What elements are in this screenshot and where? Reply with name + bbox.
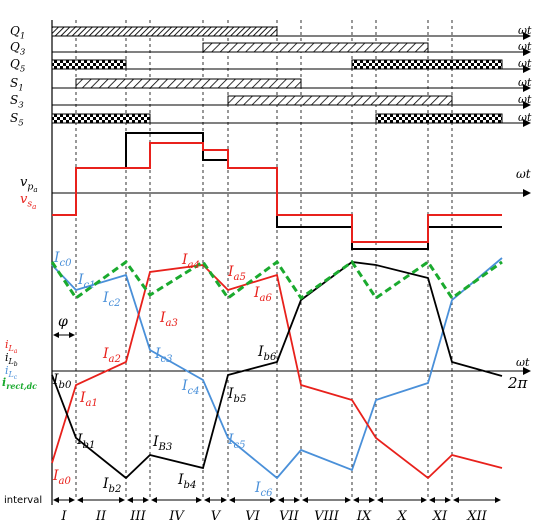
point-label-c2: Ic2	[102, 290, 121, 309]
vp-label: vpa	[20, 175, 38, 194]
point-label-a3: Ia3	[159, 310, 178, 329]
switch-label: Q1	[10, 24, 25, 41]
iLc-label: iLc	[5, 364, 18, 381]
point-label-c5: Ic5	[227, 432, 246, 451]
point-label-c0: Ic0	[53, 250, 72, 269]
point-label-c1: Ic1	[77, 272, 96, 291]
point-label-a1: Ia1	[79, 390, 98, 409]
interval-roman-8: VIII	[314, 509, 340, 524]
omega-t-label: ωt	[518, 40, 532, 53]
switch-label: Q3	[10, 40, 26, 57]
two-pi-label: 2π	[507, 374, 529, 392]
iLc-waveform	[51, 257, 503, 480]
point-label-B3: IB3	[152, 434, 172, 453]
interval-roman-4: IV	[168, 509, 185, 524]
interval-roman-12: XII	[466, 509, 487, 524]
point-label-a4: Ia4	[181, 252, 200, 271]
point-label-b6: Ib6	[257, 344, 277, 363]
point-label-b1: Ib1	[76, 432, 95, 451]
irect-dc-label: irect,dc	[2, 376, 37, 391]
interval-label: interval	[4, 495, 42, 506]
phi-label: φ	[58, 314, 68, 330]
omega-t-label: ωt	[518, 24, 532, 37]
point-label-b2: Ib2	[102, 476, 121, 495]
switch-on-bar	[75, 78, 302, 89]
switch-on-bar	[227, 95, 453, 106]
point-label-c3: Ic3	[154, 346, 173, 365]
irect-dc-waveform	[50, 259, 503, 301]
interval-roman-3: III	[129, 509, 146, 524]
omega-t-label: ωt	[516, 356, 530, 369]
interval-roman-5: V	[211, 509, 222, 524]
point-label-b4: Ib4	[177, 472, 196, 491]
switch-rows: Q1 ωt Q3 ωt Q5 ωt S1 ωt S3 ωt S5 ωt	[10, 24, 532, 128]
interval-roman-7: VII	[279, 509, 300, 524]
iLa-label: iLa	[5, 338, 18, 355]
switch-label: S5	[10, 111, 24, 128]
omega-t-label: ωt	[516, 167, 531, 181]
point-label-b0: Ib0	[52, 372, 72, 391]
interval-roman-2: II	[95, 509, 107, 524]
switch-on-bar	[202, 42, 429, 53]
interval-roman-11: XI	[432, 509, 448, 524]
point-label-b5: Ib5	[227, 386, 246, 405]
interval-gridlines	[51, 20, 453, 505]
iLa-waveform	[51, 264, 503, 480]
switch-on-bar	[51, 59, 127, 70]
iLb-label: iLb	[5, 351, 18, 368]
omega-t-label: ωt	[518, 76, 532, 89]
point-label-a0: Ia0	[52, 468, 72, 487]
switch-on-bar	[351, 59, 503, 70]
switch-on-bar	[51, 113, 151, 124]
point-label-a6: Ia6	[253, 285, 273, 304]
interval-roman-9: IX	[356, 509, 372, 524]
switch-on-bar	[51, 26, 278, 37]
iLb-waveform	[51, 261, 503, 480]
omega-t-label: ωt	[518, 93, 532, 106]
switch-label: Q5	[10, 57, 25, 74]
vs-waveform	[52, 142, 502, 243]
point-label-c6: Ic6	[254, 480, 273, 499]
switch-label: S3	[10, 93, 24, 110]
omega-t-label: ωt	[518, 57, 532, 70]
interval-roman-10: X	[396, 509, 407, 524]
point-label-c4: Ic4	[181, 378, 200, 397]
interval-roman-1: I	[60, 509, 67, 524]
switch-on-bar	[375, 113, 503, 124]
interval-roman-6: VI	[245, 509, 260, 524]
point-label-a2: Ia2	[102, 346, 121, 365]
switch-label: S1	[10, 76, 24, 93]
point-labels: Ic0 Ic1 Ic2 Ic3 Ic4 Ic5 Ic6 Ia0 Ia1 Ia2 Ia3 Ia4 Ia5 I…	[52, 250, 277, 499]
point-label-a5: Ia5	[227, 264, 246, 283]
vs-label: vsa	[20, 192, 36, 211]
omega-t-label: ωt	[518, 111, 532, 124]
